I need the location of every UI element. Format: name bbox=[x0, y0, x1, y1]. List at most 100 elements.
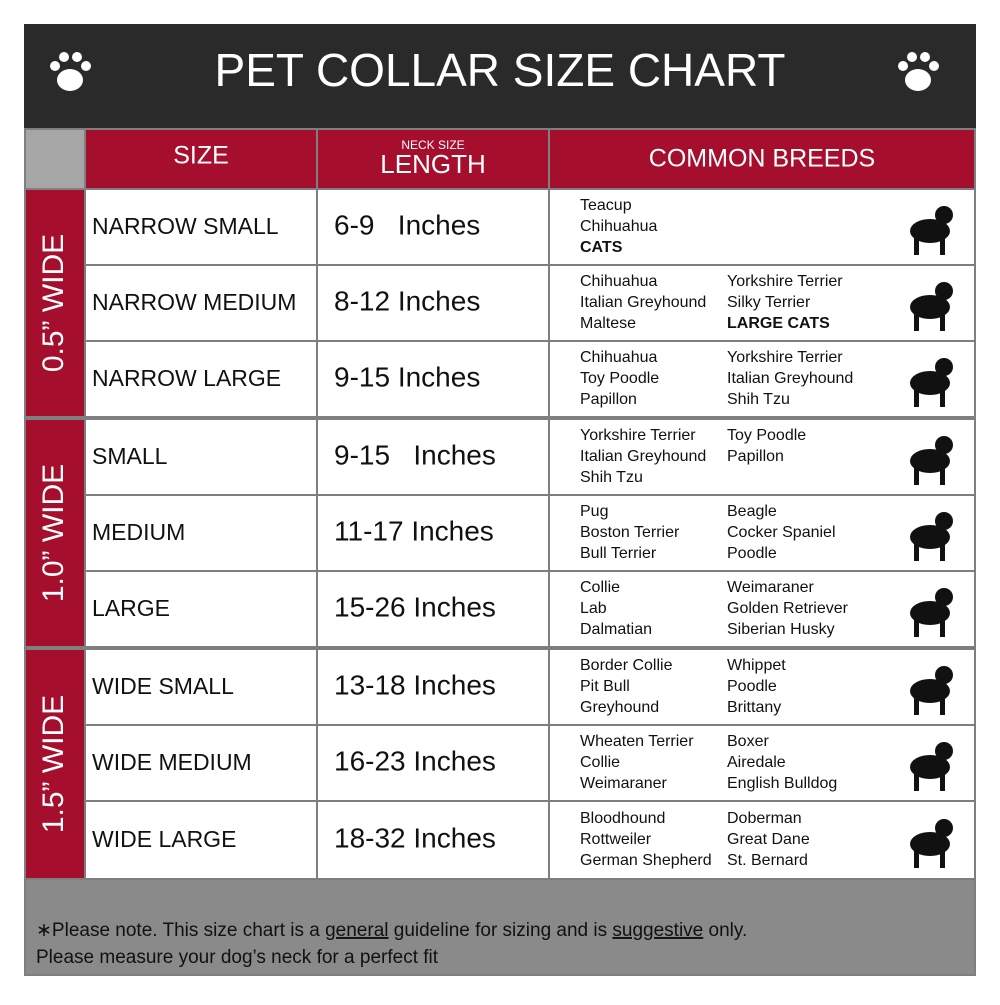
length-label: 16-23 Inches bbox=[334, 745, 496, 776]
cell bbox=[550, 726, 974, 800]
breed: Border Collie bbox=[580, 657, 673, 674]
column-subheader: NECK SIZE bbox=[401, 138, 464, 152]
size-label: WIDE LARGE bbox=[92, 826, 236, 852]
size-label: LARGE bbox=[92, 595, 170, 621]
paw-right bbox=[898, 52, 939, 91]
icon-leg bbox=[914, 467, 919, 485]
breed: Silky Terrier bbox=[727, 294, 811, 311]
cell bbox=[550, 190, 974, 264]
breed: German Shepherd bbox=[580, 852, 712, 869]
animal-icon bbox=[910, 742, 953, 791]
breed: Great Dane bbox=[727, 831, 810, 848]
breed: Boston Terrier bbox=[580, 524, 680, 541]
size-label: NARROW MEDIUM bbox=[92, 289, 296, 315]
breed: St. Bernard bbox=[727, 852, 808, 869]
icon-head bbox=[935, 666, 953, 684]
breed: Beagle bbox=[727, 503, 777, 520]
size-label: NARROW LARGE bbox=[92, 365, 281, 391]
group-cell bbox=[26, 190, 84, 416]
icon-head bbox=[935, 819, 953, 837]
breed: Doberman bbox=[727, 810, 802, 827]
cell bbox=[318, 496, 548, 570]
icon-leg bbox=[914, 543, 919, 561]
breed: Weimaraner bbox=[580, 775, 668, 792]
breed: Lab bbox=[580, 600, 607, 617]
breed: Golden Retriever bbox=[727, 600, 849, 617]
column-header: LENGTH bbox=[380, 149, 485, 179]
cell bbox=[86, 802, 316, 878]
corner-cell bbox=[26, 130, 84, 188]
group-label: 0.5” WIDE bbox=[37, 234, 70, 372]
breed: LARGE CATS bbox=[727, 315, 830, 332]
breed: Yorkshire Terrier bbox=[727, 273, 843, 290]
icon-leg bbox=[914, 850, 919, 868]
column-header: SIZE bbox=[173, 142, 229, 170]
note-part: guideline for sizing and is bbox=[388, 920, 612, 941]
length-label: 9-15 Inches bbox=[334, 439, 496, 470]
animal-icon bbox=[910, 358, 953, 407]
animal-icon bbox=[910, 436, 953, 485]
icon-leg bbox=[940, 773, 945, 791]
cell bbox=[318, 190, 548, 264]
breed: Papillon bbox=[580, 391, 637, 408]
icon-head bbox=[935, 512, 953, 530]
cell bbox=[318, 572, 548, 646]
icon-leg bbox=[940, 313, 945, 331]
group-cell bbox=[26, 420, 84, 646]
animal-icon bbox=[910, 512, 953, 561]
note-part: suggestive bbox=[612, 920, 703, 941]
length-label: 18-32 Inches bbox=[334, 822, 496, 853]
breed: Dalmatian bbox=[580, 621, 652, 638]
icon-head bbox=[935, 588, 953, 606]
cell bbox=[550, 420, 974, 494]
group-cell bbox=[26, 650, 84, 878]
animal-icon bbox=[910, 666, 953, 715]
animal-icon bbox=[910, 588, 953, 637]
group-label: 1.0” WIDE bbox=[37, 464, 70, 602]
cell bbox=[86, 572, 316, 646]
cell bbox=[550, 342, 974, 416]
footer bbox=[26, 880, 974, 974]
cell bbox=[318, 802, 548, 878]
length-label: 15-26 Inches bbox=[334, 591, 496, 622]
paw-left bbox=[50, 52, 91, 91]
cell bbox=[318, 726, 548, 800]
length-label: 6-9 Inches bbox=[334, 209, 480, 240]
cell bbox=[550, 266, 974, 340]
breed: Pit Bull bbox=[580, 678, 630, 695]
size-label: NARROW SMALL bbox=[92, 213, 279, 239]
cell bbox=[86, 342, 316, 416]
animal-icon bbox=[910, 819, 953, 868]
size-label: WIDE SMALL bbox=[92, 673, 234, 699]
breed: Chihuahua bbox=[580, 349, 658, 366]
breed: Collie bbox=[580, 754, 620, 771]
header-cell bbox=[318, 130, 548, 188]
breed: Shih Tzu bbox=[580, 469, 643, 486]
icon-leg bbox=[940, 619, 945, 637]
breed: Bloodhound bbox=[580, 810, 665, 827]
animal-icon bbox=[910, 282, 953, 331]
breed: Italian Greyhound bbox=[580, 448, 706, 465]
animal-icon bbox=[910, 206, 953, 255]
note-part: ∗Please note. This size chart is a bbox=[36, 920, 325, 941]
length-label: 8-12 Inches bbox=[334, 285, 480, 316]
cell bbox=[86, 420, 316, 494]
icon-leg bbox=[940, 237, 945, 255]
breed: Wheaten Terrier bbox=[580, 733, 694, 750]
header-bar bbox=[24, 24, 976, 128]
icon-leg bbox=[940, 850, 945, 868]
cell bbox=[550, 802, 974, 878]
breed: Greyhound bbox=[580, 699, 659, 716]
cell bbox=[318, 342, 548, 416]
length-label: 9-15 Inches bbox=[334, 361, 480, 392]
breed: Italian Greyhound bbox=[580, 294, 706, 311]
icon-head bbox=[935, 282, 953, 300]
header-cell bbox=[86, 130, 316, 188]
breed: Maltese bbox=[580, 315, 636, 332]
cell bbox=[86, 650, 316, 724]
breed: Airedale bbox=[727, 754, 786, 771]
icon-leg bbox=[914, 619, 919, 637]
breed: Brittany bbox=[727, 699, 781, 716]
icon-leg bbox=[914, 237, 919, 255]
breed: CATS bbox=[580, 239, 623, 256]
